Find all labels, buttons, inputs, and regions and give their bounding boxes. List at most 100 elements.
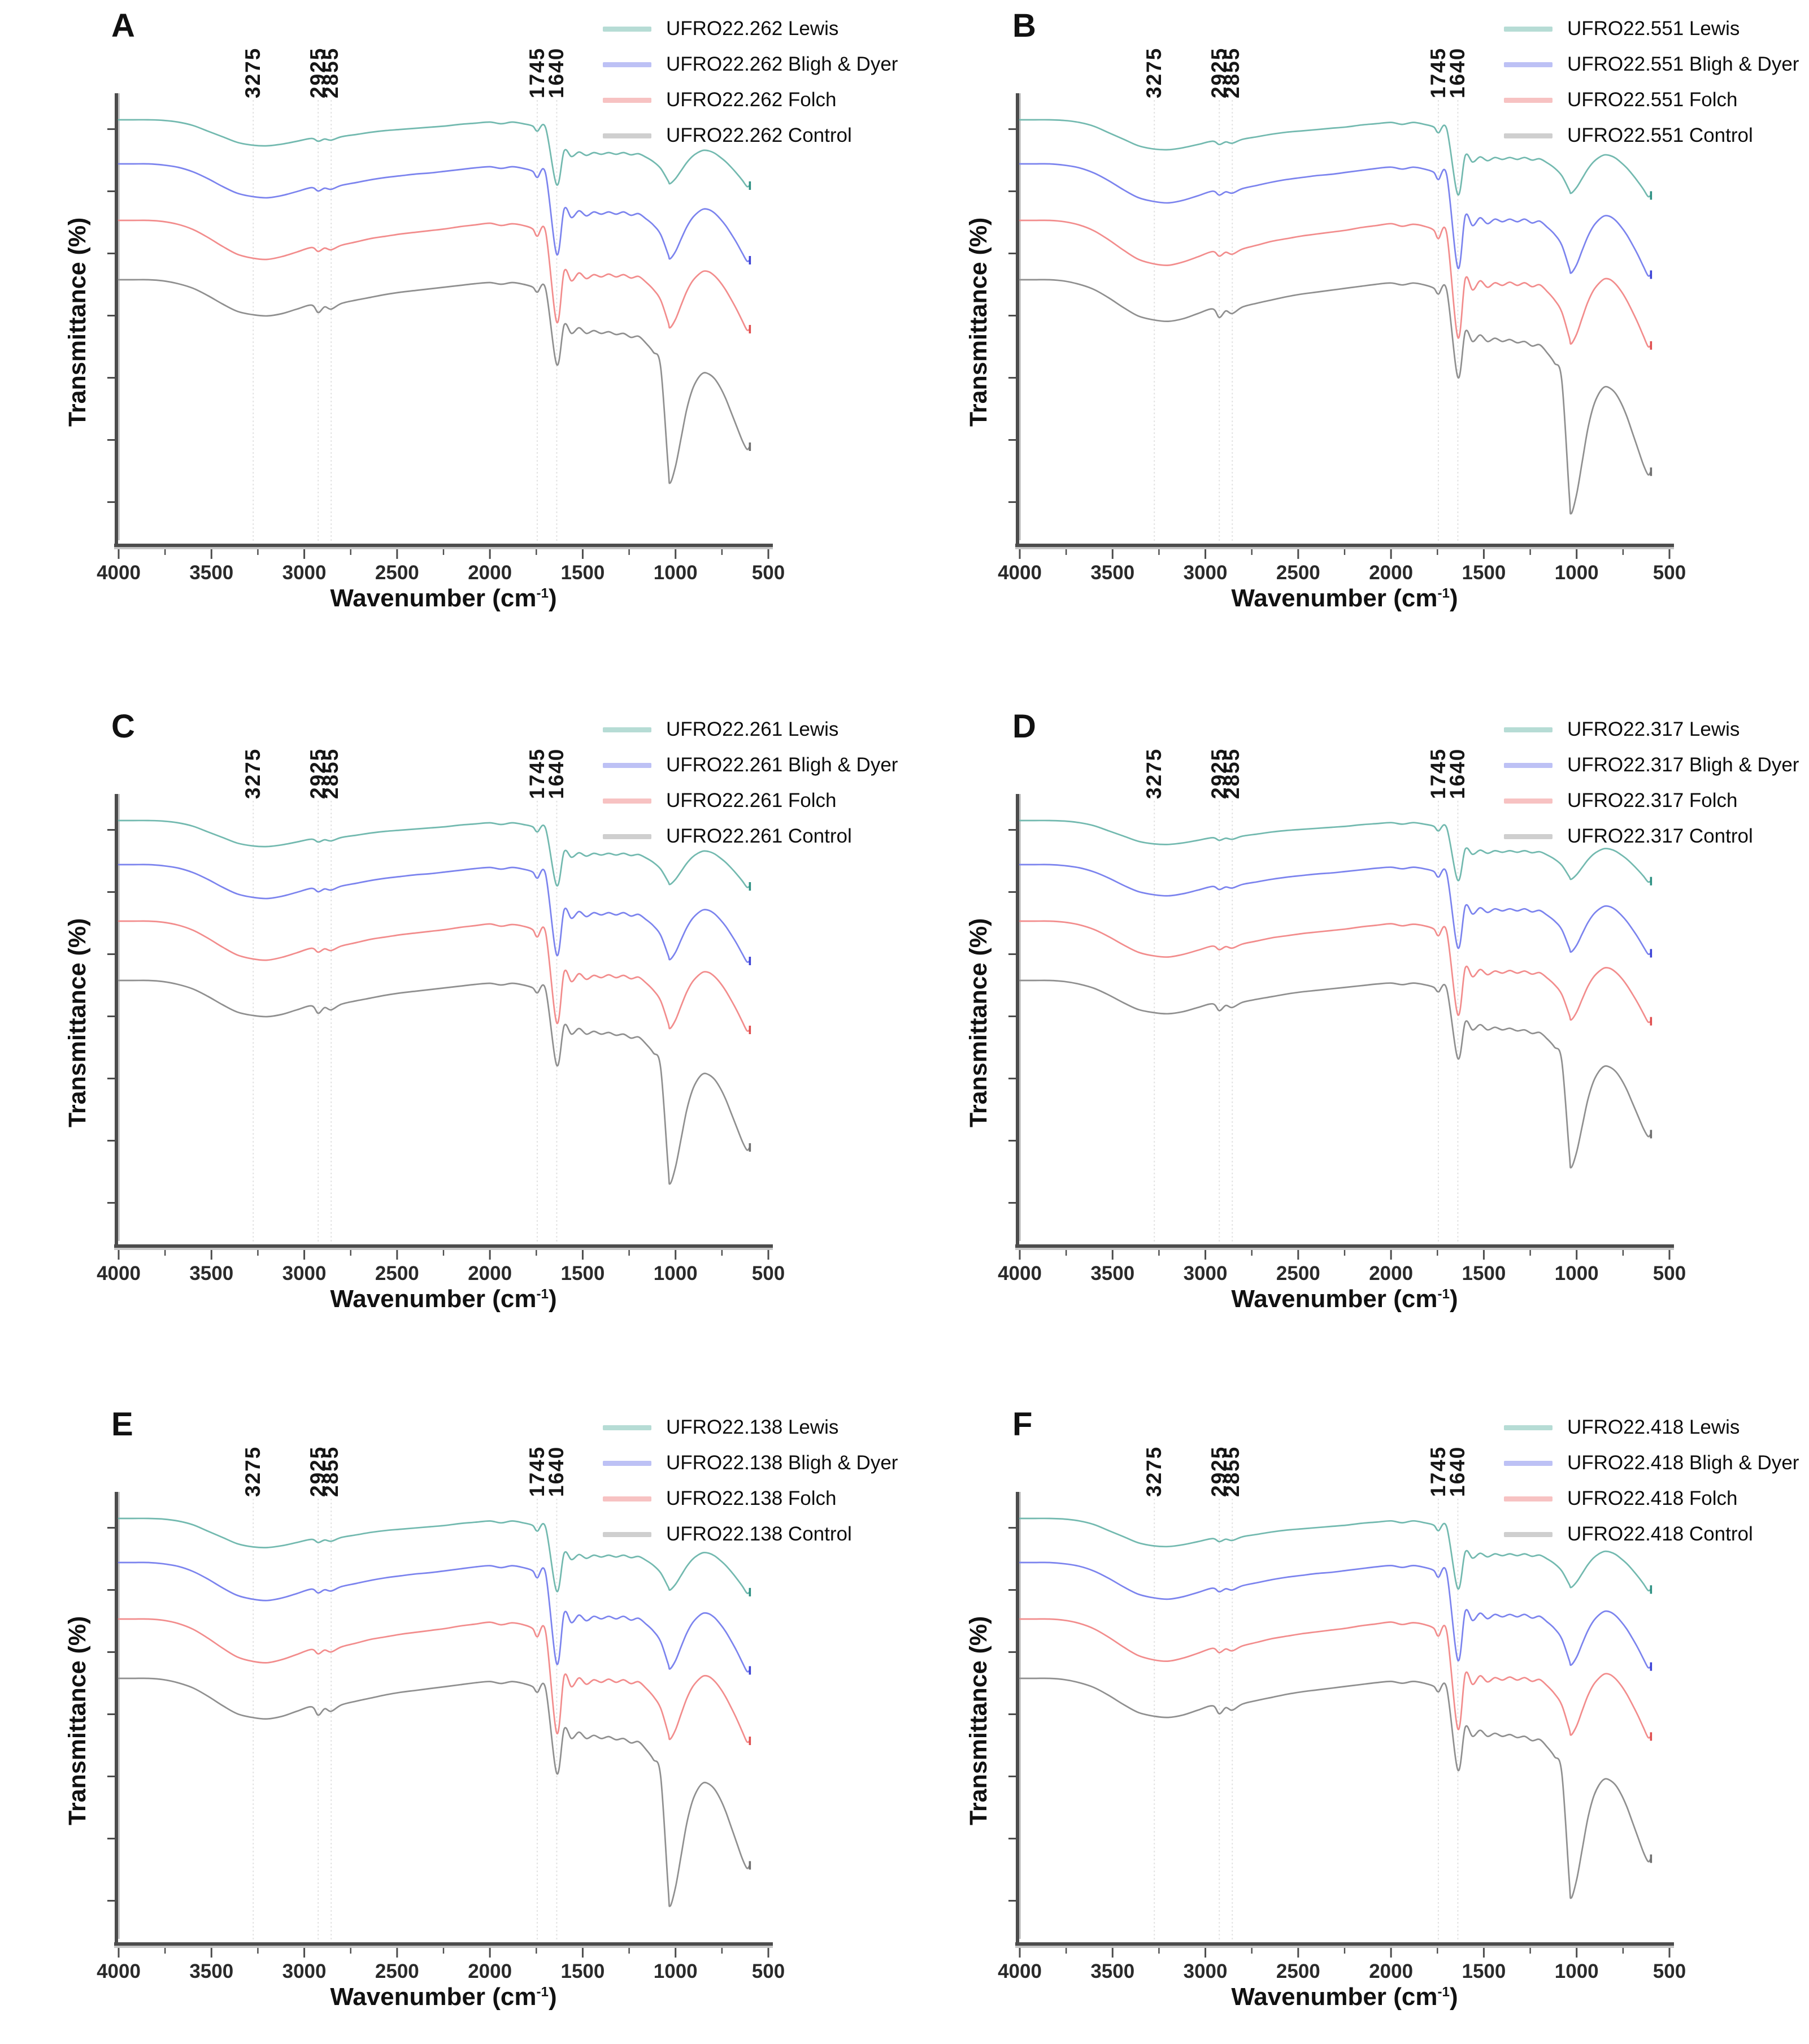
curve-end-marker-bligh_dyer (749, 256, 751, 264)
y-tick-mark (1008, 1651, 1016, 1653)
panel-letter: C (111, 708, 136, 745)
y-tick-mark (1008, 1202, 1016, 1204)
y-tick-mark (107, 253, 115, 254)
legend-swatch-bligh_dyer (603, 62, 651, 67)
y-tick-mark (107, 1589, 115, 1591)
x-minor-tick-mark (1158, 1250, 1160, 1256)
x-axis-label-close: ) (1450, 584, 1458, 612)
x-tick-mark (1297, 1250, 1299, 1260)
legend-swatch-folch (603, 1496, 651, 1501)
y-tick-mark (107, 1713, 115, 1715)
x-tick-mark (1390, 1250, 1392, 1260)
x-minor-tick-mark (536, 1948, 537, 1954)
curve-end-marker-control (749, 1143, 751, 1152)
curve-end-marker-folch (1650, 1017, 1653, 1026)
legend: UFRO22.551 Lewis UFRO22.551 Bligh & Dyer U… (1504, 15, 1799, 150)
y-axis-label: Transmittance (%) (965, 1616, 992, 1825)
legend-swatch-lewis (1504, 1425, 1553, 1430)
y-axis-shadow (1019, 93, 1021, 540)
x-tick-mark (210, 1948, 212, 1958)
y-axis-label: Transmittance (%) (965, 918, 992, 1127)
curve-end-marker-bligh_dyer (1650, 270, 1653, 279)
x-minor-tick-mark (1529, 549, 1531, 555)
legend-item-control: UFRO22.261 Control (603, 822, 898, 850)
x-minor-tick-mark (1529, 1948, 1531, 1954)
curve-bligh_dyer (1019, 163, 1652, 277)
curve-end-marker-folch (749, 1026, 751, 1034)
x-tick-mark (1019, 549, 1021, 559)
x-tick-mark (1111, 549, 1114, 559)
x-minor-tick-mark (1343, 1948, 1346, 1954)
curve-control (1019, 279, 1652, 515)
legend-swatch-folch (1504, 97, 1553, 103)
y-tick-mark (107, 1900, 115, 1902)
x-tick-mark (303, 549, 306, 559)
curve-end-marker-lewis (749, 1587, 751, 1596)
x-tick-mark (1204, 1948, 1207, 1958)
y-axis-shadow (1019, 794, 1021, 1241)
y-tick-mark (1008, 829, 1016, 831)
panel-B: B 3275 2925 2855 1745 1640 Transmittance (%)… (955, 7, 1808, 645)
x-axis-shadow (114, 1946, 773, 1948)
curve-end-marker-bligh_dyer (749, 957, 751, 965)
legend-swatch-folch (603, 97, 651, 103)
curve-end-marker-bligh_dyer (1650, 1662, 1653, 1671)
legend-label: UFRO22.262 Folch (666, 89, 837, 111)
x-tick-mark (1576, 1250, 1578, 1260)
plot-canvas (107, 93, 773, 559)
legend-swatch-control (603, 1531, 651, 1537)
x-minor-tick-mark (1437, 549, 1438, 555)
x-minor-tick-mark (164, 1948, 166, 1954)
curve-end-marker-lewis (749, 181, 751, 190)
x-tick-mark (210, 549, 212, 559)
legend-label: UFRO22.418 Folch (1567, 1487, 1738, 1509)
x-tick-mark (1019, 1250, 1021, 1260)
x-axis-line (114, 1244, 773, 1248)
x-tick-mark (1111, 1948, 1114, 1958)
legend-swatch-lewis (603, 26, 651, 32)
x-minor-tick-mark (257, 1948, 259, 1954)
x-axis-shadow (1015, 1248, 1674, 1250)
curve-end-marker-folch (749, 325, 751, 333)
x-minor-tick-mark (721, 549, 723, 555)
x-axis-label-close: ) (549, 1285, 557, 1313)
legend-swatch-bligh_dyer (1504, 1460, 1553, 1466)
x-axis-label-superscript: -1 (536, 1286, 549, 1302)
legend-item-folch: UFRO22.262 Folch (603, 86, 898, 114)
curve-bligh_dyer (1019, 1561, 1652, 1669)
legend-item-folch: UFRO22.418 Folch (1504, 1485, 1799, 1513)
y-tick-mark (107, 891, 115, 893)
curve-bligh_dyer (118, 863, 751, 963)
legend-item-folch: UFRO22.317 Folch (1504, 787, 1799, 815)
x-tick-mark (303, 1250, 306, 1260)
x-tick-mark (1668, 549, 1671, 559)
x-tick-mark (396, 1250, 398, 1260)
y-axis-shadow (1019, 1492, 1021, 1939)
y-tick-mark (1008, 1838, 1016, 1839)
legend-item-control: UFRO22.262 Control (603, 121, 898, 150)
legend-item-lewis: UFRO22.262 Lewis (603, 15, 898, 43)
plot-canvas (1008, 93, 1674, 559)
legend-label: UFRO22.551 Lewis (1567, 18, 1740, 40)
x-minor-tick-mark (442, 1948, 445, 1954)
y-tick-mark (107, 190, 115, 192)
legend-swatch-bligh_dyer (603, 762, 651, 768)
x-tick-mark (1576, 549, 1578, 559)
x-axis-line (114, 544, 773, 547)
y-axis-shadow (118, 1492, 120, 1939)
x-tick-mark (1576, 1948, 1578, 1958)
curve-lewis (118, 819, 751, 888)
legend-label: UFRO22.262 Bligh & Dyer (666, 53, 898, 75)
legend: UFRO22.418 Lewis UFRO22.418 Bligh & Dyer U… (1504, 1413, 1799, 1548)
curve-end-marker-control (1650, 1130, 1653, 1139)
legend-label: UFRO22.261 Folch (666, 789, 837, 811)
legend-swatch-folch (603, 798, 651, 804)
x-minor-tick-mark (536, 549, 537, 555)
curve-end-marker-bligh_dyer (1650, 949, 1653, 958)
plot-canvas (107, 794, 773, 1260)
legend-label: UFRO22.418 Control (1567, 1523, 1753, 1545)
x-minor-tick-mark (1437, 1250, 1438, 1256)
panel-E: E 3275 2925 2855 1745 1640 Transmittance (%)… (54, 1405, 907, 2044)
curve-end-marker-control (749, 1861, 751, 1870)
x-tick-mark (1482, 549, 1485, 559)
